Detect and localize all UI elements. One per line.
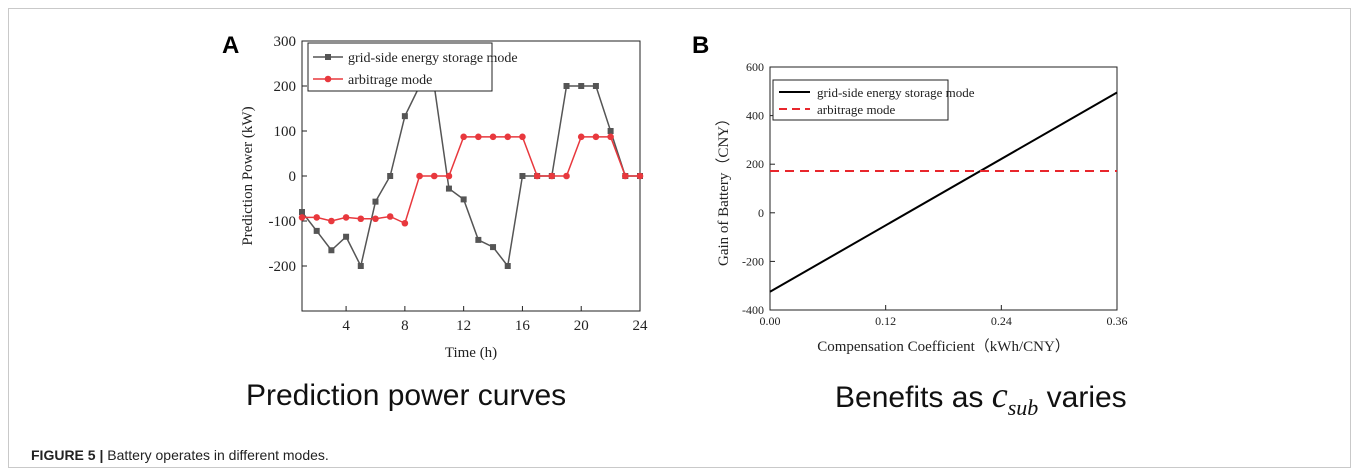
y-tick-label-b: 600 [746, 60, 764, 74]
figure-label: FIGURE 5 | [31, 447, 104, 463]
data-point-a-circle [372, 215, 379, 223]
data-point-a-circle [475, 133, 482, 141]
data-point-a-square [504, 263, 511, 269]
chart-b: B -400 -200 0 200 400 600 0.00 0.12 0.24 0.36 Comp… [692, 32, 1128, 355]
x-tick-label-a: 24 [633, 318, 649, 334]
y-tick-label-b: 400 [746, 109, 764, 123]
data-point-a-square [460, 196, 467, 203]
panel-b-caption-prefix: Benefits as [835, 381, 984, 414]
data-point-a-circle [592, 133, 600, 141]
data-point-a-circle [533, 172, 541, 180]
y-tick-label-a: 300 [274, 34, 297, 50]
data-point-a-circle [489, 133, 497, 141]
legend-label-a-1: grid-side energy storage mode [348, 51, 518, 66]
y-tick-label-a: -200 [269, 259, 297, 275]
panel-b-letter: B [692, 32, 709, 59]
x-tick-label-a: 12 [456, 318, 471, 334]
x-axis-label-b: Compensation Coefficient（kWh/CNY） [817, 338, 1070, 355]
y-axis-label-a: Prediction Power (kW) [240, 106, 256, 245]
legend-marker-a-circle [324, 75, 332, 83]
x-tick-label-b: 0.12 [875, 314, 896, 328]
figure-caption: FIGURE 5 | Battery operates in different… [31, 447, 329, 463]
y-tick-label-a: -100 [269, 214, 297, 230]
data-point-a-circle [622, 172, 629, 180]
data-point-a-circle [504, 133, 512, 141]
x-tick-label-a: 16 [515, 318, 531, 334]
data-point-a-square [387, 173, 394, 179]
y-tick-label-b: 0 [758, 206, 764, 220]
data-point-a-circle [342, 214, 350, 221]
data-point-a-circle [563, 172, 570, 180]
data-point-a-square [299, 209, 305, 215]
data-point-a-circle [577, 133, 585, 141]
data-point-a-circle [386, 213, 394, 220]
math-symbol: c [991, 375, 1008, 415]
data-point-a-circle [460, 133, 467, 141]
data-point-a-square [475, 236, 482, 243]
data-point-a-square [490, 244, 497, 251]
x-tick-label-a: 20 [574, 318, 589, 334]
data-point-a-square [563, 83, 570, 89]
panel-a-caption: Prediction power curves [246, 379, 567, 412]
legend-box-a [307, 42, 493, 92]
data-point-a-square [313, 227, 320, 234]
chart-a: A -200 -100 0 100 200 300 4 8 12 16 20 24 Time (h) Pr… [222, 32, 649, 361]
y-tick-label-a: 0 [289, 169, 297, 185]
y-tick-label-a: 100 [274, 124, 297, 140]
data-point-a-square [578, 83, 585, 89]
figure-frame: A -200 -100 0 100 200 300 4 8 12 16 20 24 Time (h) Pr… [8, 8, 1351, 468]
panel-b-caption-math: csub [991, 375, 1039, 420]
data-point-a-square [401, 113, 408, 120]
data-point-a-square [519, 173, 526, 179]
y-tick-label-b: 200 [746, 157, 764, 171]
data-point-a-square [372, 198, 379, 205]
data-point-a-circle [416, 172, 423, 180]
data-point-a-circle [328, 217, 335, 225]
data-point-a-square [592, 83, 599, 89]
x-tick-label-a: 8 [401, 318, 409, 334]
y-tick-label-a: 200 [274, 79, 297, 95]
data-point-a-circle [430, 172, 438, 180]
data-point-a-circle [298, 214, 306, 221]
x-tick-label-b: 0.24 [991, 314, 1012, 328]
series-line-a-2 [302, 136, 640, 225]
x-tick-label-b: 0.36 [1107, 314, 1128, 328]
x-tick-label-a: 4 [342, 318, 350, 334]
data-point-a-circle [607, 133, 614, 141]
y-tick-label-b: -400 [742, 303, 764, 317]
series-line-b-1 [769, 91, 1118, 293]
x-tick-label-b: 0.00 [760, 314, 781, 328]
panel-b-caption: Benefits as csub varies [835, 374, 1127, 421]
panel-b-caption-suffix: varies [1046, 381, 1127, 414]
data-point-a-circle [357, 215, 365, 223]
x-axis-label-a: Time (h) [445, 345, 497, 361]
data-point-a-square [607, 128, 614, 134]
data-point-a-circle [313, 214, 320, 221]
data-point-a-square [357, 263, 364, 269]
data-point-a-circle [519, 133, 526, 141]
legend-label-b-1: grid-side energy storage mode [817, 85, 975, 100]
figure-caption-text: Battery operates in different modes. [107, 447, 329, 463]
data-point-a-circle [401, 219, 409, 227]
data-point-a-square [343, 233, 350, 240]
data-point-a-square [445, 185, 452, 192]
legend-label-a-2: arbitrage mode [348, 73, 432, 88]
data-point-a-circle [548, 172, 556, 180]
y-axis-label-b: Gain of Battery（CNY） [715, 111, 732, 266]
y-tick-label-b: -200 [742, 254, 764, 268]
panel-a-letter: A [222, 32, 239, 59]
legend-marker-a-square [325, 54, 331, 60]
data-point-a-circle [445, 172, 453, 180]
math-subscript: sub [1007, 395, 1039, 421]
legend-label-b-2: arbitrage mode [817, 102, 896, 117]
data-point-a-circle [636, 172, 644, 180]
data-point-a-square [328, 247, 335, 254]
legend-box-b [772, 79, 949, 121]
series-line-a-1 [301, 85, 640, 269]
plot-area-b [769, 66, 1118, 311]
